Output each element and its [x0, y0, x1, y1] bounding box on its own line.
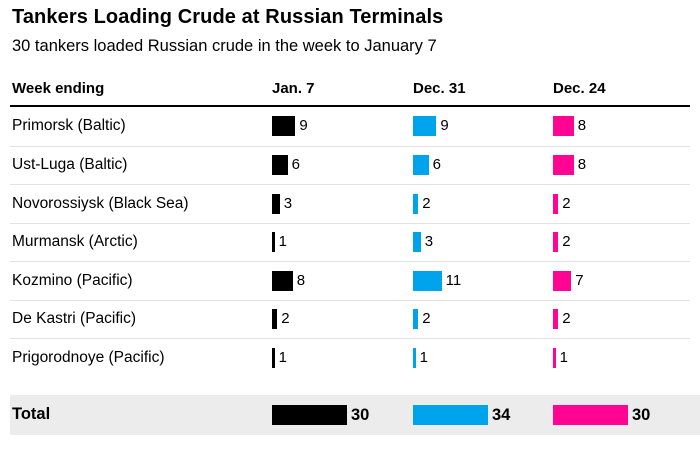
bar: [413, 309, 419, 330]
bar-cell: 8: [553, 116, 690, 137]
bar-value: 1: [559, 348, 568, 366]
bar-value: 8: [577, 156, 587, 174]
bar-cell: 9: [272, 116, 413, 137]
bar-cell: 3: [272, 193, 413, 214]
table-row: Novorossiysk (Black Sea) 3 2 2: [10, 184, 690, 223]
bar-value: 3: [283, 194, 293, 212]
bar: [413, 193, 419, 214]
bar-value: 6: [291, 156, 300, 174]
bar: [553, 309, 559, 330]
bar-value: 11: [445, 271, 462, 289]
bar-value: 2: [562, 310, 571, 328]
table-footer: Total 30 34 30: [10, 394, 700, 435]
total-bar-cell: 30: [553, 404, 690, 425]
bar-cell: 1: [553, 347, 690, 368]
bar-cell: 6: [413, 155, 553, 176]
bar-value: 1: [278, 348, 287, 366]
bar-value: 3: [424, 233, 434, 251]
bar: [553, 155, 574, 176]
bar: [553, 232, 559, 253]
bar-value: 9: [440, 117, 449, 135]
bar: [553, 270, 572, 291]
bar-cell: 2: [413, 193, 553, 214]
column-header-dec-31: Dec. 31: [413, 80, 466, 97]
bar: [272, 193, 280, 214]
bar-cell: 11: [413, 270, 553, 291]
bar: [272, 232, 275, 253]
row-label: De Kastri (Pacific): [12, 310, 137, 328]
total-bar-cell: 34: [413, 404, 553, 425]
total-label: Total: [12, 405, 51, 423]
total-bar: [413, 404, 488, 425]
bar-cell: 8: [272, 270, 413, 291]
bar-value: 2: [562, 233, 571, 251]
table-row: De Kastri (Pacific) 2 2 2: [10, 299, 690, 339]
row-label: Ust-Luga (Baltic): [12, 156, 128, 174]
bar: [553, 193, 559, 214]
bar-cell: 2: [553, 309, 690, 330]
bar: [272, 270, 293, 291]
total-value: 34: [492, 405, 511, 424]
bar-value: 6: [432, 156, 441, 174]
bar-cell: 1: [272, 347, 413, 368]
bar-value: 2: [422, 194, 431, 212]
total-value: 30: [632, 405, 651, 424]
bar: [272, 347, 275, 368]
table-row: Kozmino (Pacific) 8 11 7: [10, 261, 690, 300]
total-bar: [272, 404, 347, 425]
table-row: Prigorodnoye (Pacific) 1 1 1: [10, 338, 690, 377]
bar: [413, 116, 437, 137]
chart-title: Tankers Loading Crude at Russian Termina…: [12, 6, 444, 28]
column-header-dec-24: Dec. 24: [553, 80, 606, 97]
column-header-week-ending: Week ending: [12, 80, 105, 97]
table-row: Ust-Luga (Baltic) 6 6 8: [10, 145, 690, 185]
table-body: Primorsk (Baltic) 9 9 8 Ust-Luga (Baltic) 6 6 8…: [10, 107, 690, 377]
bar-value: 9: [299, 117, 308, 135]
bar: [413, 155, 429, 176]
bar-cell: 1: [272, 232, 413, 253]
bar-value: 8: [577, 117, 587, 135]
bar-value: 1: [278, 233, 287, 251]
row-label: Prigorodnoye (Pacific): [12, 348, 165, 366]
row-label: Primorsk (Baltic): [12, 117, 126, 135]
bar-cell: 3: [413, 232, 553, 253]
row-label: Murmansk (Arctic): [12, 233, 138, 251]
bar: [553, 116, 574, 137]
chart-subtitle: 30 tankers loaded Russian crude in the w…: [12, 37, 437, 55]
bar: [413, 347, 416, 368]
bar: [272, 116, 296, 137]
bar: [553, 347, 556, 368]
bar-cell: 6: [272, 155, 413, 176]
bar-value: 2: [562, 194, 571, 212]
bar-value: 7: [575, 271, 584, 289]
total-value: 30: [351, 405, 370, 424]
bar: [272, 309, 278, 330]
table-row: Primorsk (Baltic) 9 9 8: [10, 107, 690, 146]
bar-value: 2: [422, 310, 431, 328]
row-label: Novorossiysk (Black Sea): [12, 194, 189, 212]
bar: [413, 232, 421, 253]
bar-cell: 2: [553, 193, 690, 214]
bar: [413, 270, 442, 291]
bar-cell: 2: [413, 309, 553, 330]
bar-cell: 2: [272, 309, 413, 330]
bar-value: 2: [281, 310, 290, 328]
bar-cell: 7: [553, 270, 690, 291]
bar-cell: 9: [413, 116, 553, 137]
bar-cell: 2: [553, 232, 690, 253]
bar-cell: 8: [553, 155, 690, 176]
bar: [272, 155, 288, 176]
bar-cell: 1: [413, 347, 553, 368]
total-bar: [553, 404, 628, 425]
column-header-jan-7: Jan. 7: [272, 80, 315, 97]
total-bar-cell: 30: [272, 404, 413, 425]
row-label: Kozmino (Pacific): [12, 271, 133, 289]
table-row: Murmansk (Arctic) 1 3 2: [10, 222, 690, 262]
bar-value: 1: [419, 348, 428, 366]
total-row: Total 30 34 30: [10, 394, 700, 435]
table-header-row: Week ending Jan. 7 Dec. 31 Dec. 24: [10, 80, 690, 107]
bar-value: 8: [296, 271, 306, 289]
